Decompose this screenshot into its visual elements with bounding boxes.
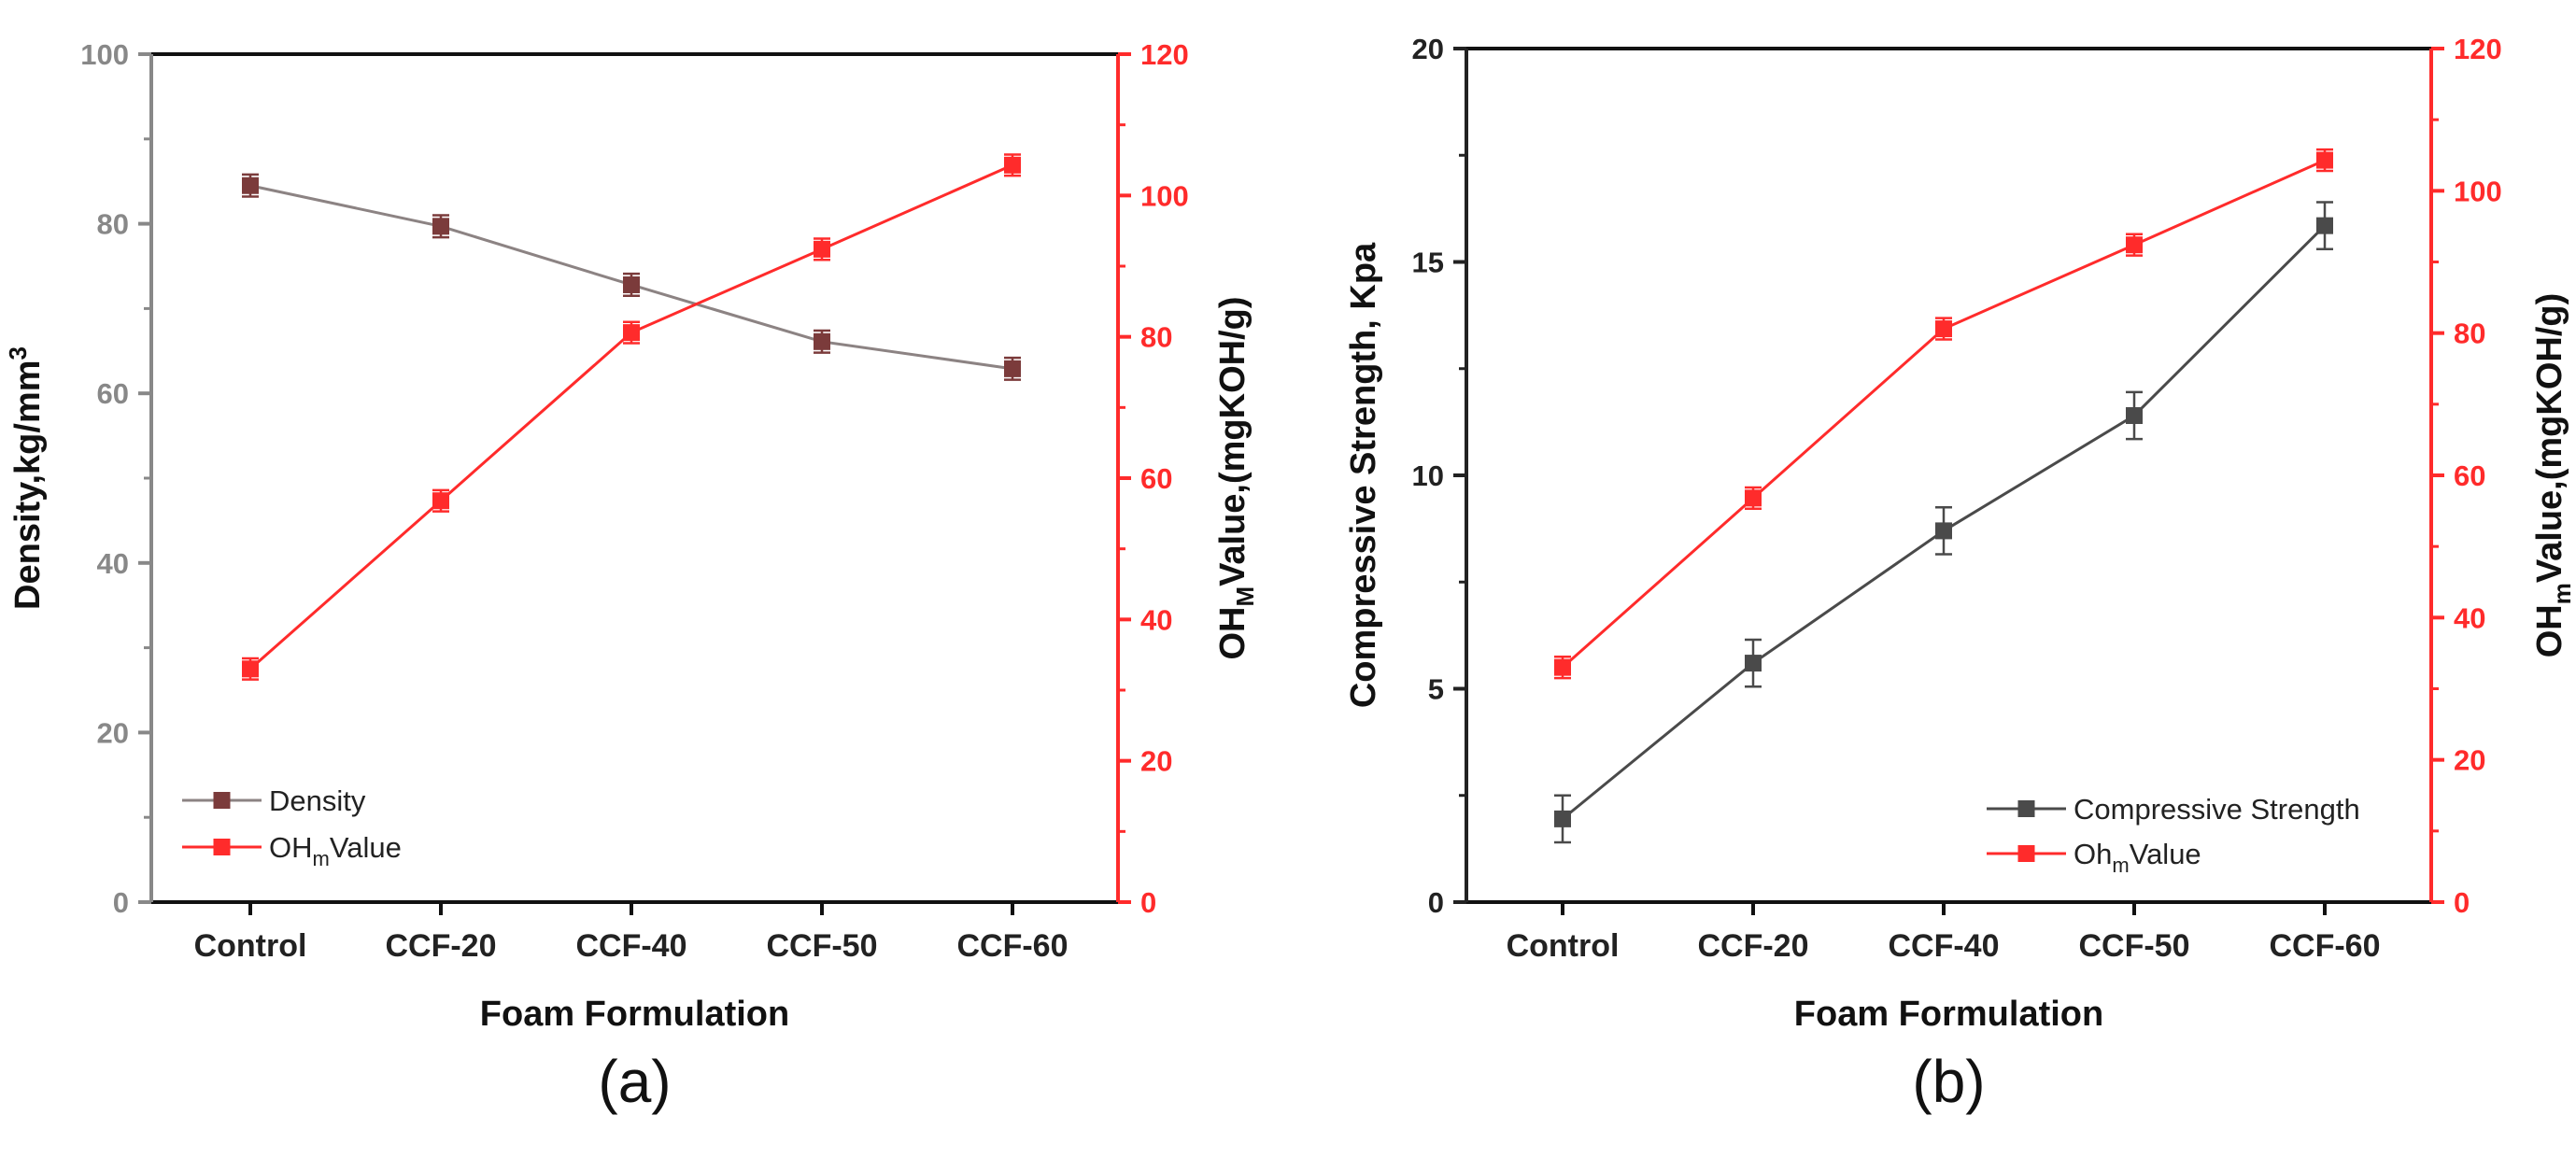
right-tick-label: 20 bbox=[2454, 744, 2485, 777]
data-point-marker bbox=[432, 492, 449, 510]
data-point-marker bbox=[623, 324, 640, 342]
data-point-marker bbox=[242, 660, 259, 678]
x-category-label: Control bbox=[1507, 928, 1620, 964]
series-ohmvalue bbox=[242, 153, 1021, 681]
panel-label: (a) bbox=[598, 1048, 671, 1115]
x-category-label: CCF-20 bbox=[385, 928, 496, 964]
right-tick-label: 60 bbox=[2454, 459, 2485, 492]
right-tick-label: 120 bbox=[2454, 33, 2502, 65]
legend-marker bbox=[2017, 800, 2035, 817]
x-category-label: CCF-60 bbox=[2269, 928, 2380, 964]
data-point-marker bbox=[1004, 156, 1021, 174]
left-y-axis-title: Compressive Strength, Kpa bbox=[1344, 242, 1383, 708]
right-tick-label: 60 bbox=[1140, 462, 1172, 495]
data-point-marker bbox=[1554, 658, 1571, 676]
data-point-marker bbox=[1935, 320, 1952, 338]
right-tick-label: 120 bbox=[1140, 38, 1189, 71]
series-ohmvalue bbox=[1554, 148, 2333, 680]
series-compressive-strength bbox=[1554, 201, 2333, 844]
x-category-label: Control bbox=[194, 928, 307, 964]
series-line bbox=[1562, 159, 2326, 669]
left-tick-label: 20 bbox=[97, 716, 129, 749]
right-y-axis-title: OHMValue,(mgKOH/g) bbox=[1213, 296, 1259, 659]
left-tick-label: 100 bbox=[80, 38, 129, 71]
x-axis-title: Foam Formulation bbox=[480, 995, 789, 1034]
left-tick-label: 0 bbox=[1428, 886, 1444, 919]
right-tick-label: 40 bbox=[2454, 601, 2485, 634]
legend-label: OhmValue bbox=[2074, 838, 2201, 877]
right-tick-label: 80 bbox=[1140, 321, 1172, 354]
panel-label: (b) bbox=[1912, 1048, 1985, 1115]
right-tick-label: 20 bbox=[1140, 745, 1172, 778]
left-tick-label: 15 bbox=[1412, 247, 1444, 279]
legend-marker bbox=[213, 792, 231, 809]
series-line bbox=[249, 163, 1013, 671]
data-point-marker bbox=[432, 218, 449, 235]
chart-panel-a: 0 20 40 60 80 100 0 20 40 60 80 100 120 Control CCF-20… bbox=[4, 38, 1259, 1115]
x-axis-title: Foam Formulation bbox=[1794, 995, 2103, 1034]
data-point-marker bbox=[1745, 489, 1762, 507]
data-point-marker bbox=[2126, 236, 2143, 254]
right-tick-label: 40 bbox=[1140, 603, 1172, 636]
right-tick-label: 80 bbox=[2454, 318, 2485, 350]
left-tick-label: 40 bbox=[97, 547, 129, 580]
data-point-marker bbox=[1554, 810, 1571, 827]
left-tick-label: 20 bbox=[1412, 33, 1444, 65]
right-tick-label: 100 bbox=[1140, 179, 1189, 212]
legend-marker bbox=[2017, 845, 2035, 862]
left-tick-label: 80 bbox=[97, 208, 129, 241]
data-point-marker bbox=[814, 332, 830, 350]
legend: Compressive Strength OhmValue bbox=[1987, 793, 2360, 877]
data-point-marker bbox=[2316, 217, 2333, 234]
x-category-label: CCF-50 bbox=[2078, 928, 2189, 964]
left-y-axis-title: Density,kg/mm3 bbox=[4, 346, 48, 610]
legend-marker bbox=[213, 839, 231, 855]
x-category-label: CCF-40 bbox=[1888, 928, 1999, 964]
x-category-label: CCF-40 bbox=[575, 928, 686, 964]
legend-label: Compressive Strength bbox=[2074, 793, 2360, 826]
left-tick-label: 0 bbox=[113, 886, 129, 919]
legend-label: OHmValue bbox=[269, 831, 402, 870]
x-category-label: CCF-20 bbox=[1697, 928, 1808, 964]
left-tick-label: 60 bbox=[97, 377, 129, 410]
left-tick-label: 10 bbox=[1412, 459, 1444, 492]
right-tick-label: 0 bbox=[1140, 886, 1156, 919]
left-tick-label: 5 bbox=[1428, 673, 1444, 706]
right-tick-label: 0 bbox=[2454, 886, 2470, 919]
x-category-label: CCF-50 bbox=[766, 928, 877, 964]
chart-panel-b: 0 5 10 15 20 0 20 40 60 80 100 120 Control CCF-20 CCF-… bbox=[1344, 33, 2576, 1115]
data-point-marker bbox=[2316, 151, 2333, 169]
x-category-label: CCF-60 bbox=[956, 928, 1068, 964]
data-point-marker bbox=[1004, 360, 1021, 377]
data-point-marker bbox=[2126, 407, 2143, 425]
data-point-marker bbox=[242, 177, 259, 194]
data-point-marker bbox=[1745, 655, 1762, 672]
legend: Density OHmValue bbox=[182, 784, 402, 870]
data-point-marker bbox=[1935, 522, 1952, 540]
right-tick-label: 100 bbox=[2454, 175, 2502, 207]
right-y-axis-title: OHmValue,(mgKOH/g) bbox=[2530, 293, 2576, 658]
legend-label: Density bbox=[269, 784, 366, 817]
data-point-marker bbox=[814, 240, 830, 258]
data-point-marker bbox=[623, 275, 640, 293]
series-density bbox=[242, 173, 1021, 381]
